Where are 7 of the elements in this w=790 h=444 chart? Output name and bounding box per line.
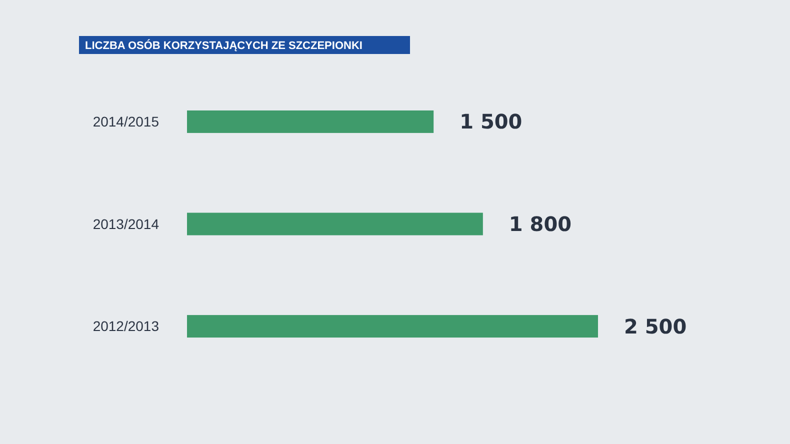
y-tick-label: 2014/2015 [92,114,160,130]
data-label: 2 500 [624,314,687,338]
data-label: 1 800 [508,212,572,236]
y-tick-label: 2013/2014 [92,216,160,232]
data-label: 1 500 [460,110,522,134]
chart-title: LICZBA OSÓB KORZYSTAJĄCYCH ZE SZCZEPIONKI [85,38,362,52]
y-tick-label: 2012/2013 [92,318,160,334]
